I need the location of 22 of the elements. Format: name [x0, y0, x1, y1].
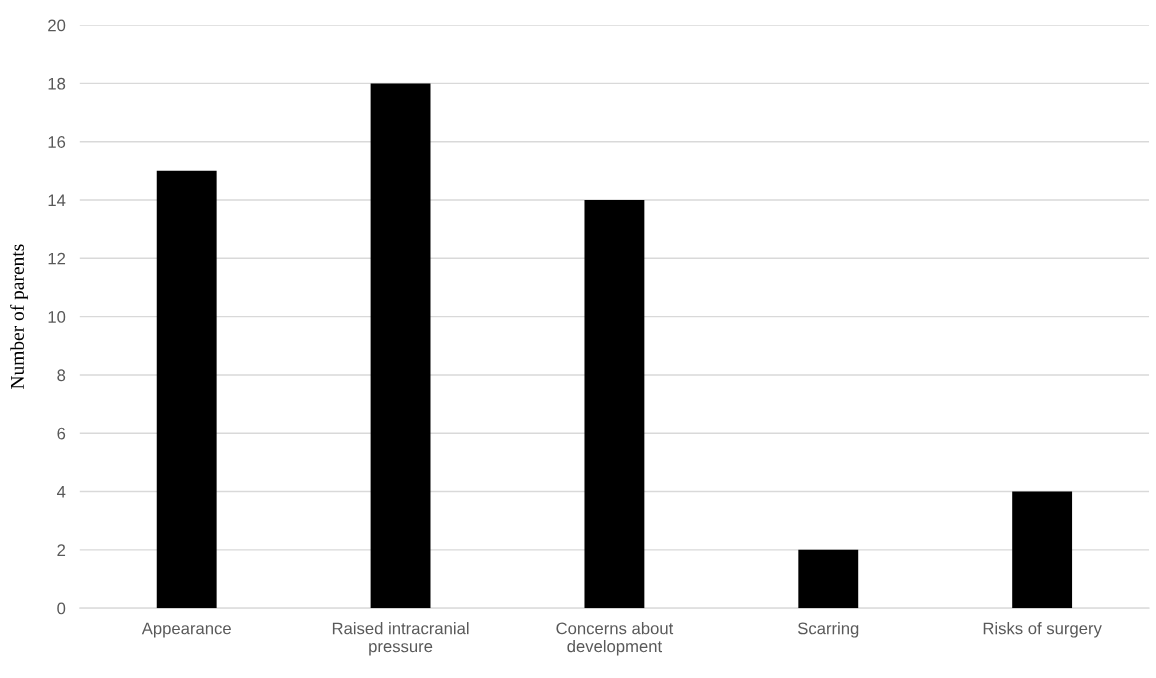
y-tick-label: 12 [48, 252, 66, 265]
y-tick-label: 4 [56, 486, 66, 498]
x-tick-label: Appearance [141, 622, 231, 638]
bar [798, 549, 859, 609]
y-tick-label: 20 [48, 19, 66, 32]
x-tick-label: Raised intracranial pressure [332, 622, 469, 656]
bar [156, 170, 217, 609]
y-tick-label: 0 [57, 602, 66, 615]
x-tick-label: Concerns about development [556, 622, 674, 656]
y-tick-label: 8 [57, 369, 66, 382]
y-tick-label: 16 [48, 136, 66, 148]
y-tick-label: 10 [48, 311, 66, 323]
bar [1012, 491, 1073, 609]
bar [370, 83, 431, 609]
y-tick-label: 14 [48, 194, 66, 207]
x-tick-label: Risks of surgery [983, 622, 1102, 638]
y-axis-title: Number of parents [10, 244, 28, 389]
x-tick-label: Scarring [798, 622, 859, 638]
y-tick-label: 18 [48, 77, 66, 90]
y-tick-label: 2 [57, 544, 66, 556]
bar [584, 200, 645, 609]
y-tick-label: 6 [57, 427, 66, 440]
